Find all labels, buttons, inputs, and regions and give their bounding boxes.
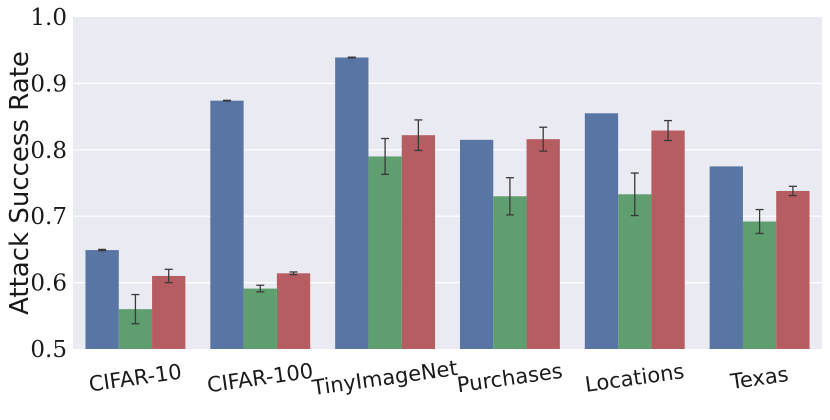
bars	[85, 57, 810, 350]
y-tick-label: 0.7	[30, 204, 67, 230]
x-tick-label: Texas	[728, 362, 790, 394]
x-tick-label: CIFAR-100	[206, 359, 315, 398]
error-bars	[98, 56, 797, 325]
bar	[526, 139, 560, 349]
bar	[85, 250, 119, 349]
bar	[776, 190, 810, 349]
bar	[584, 113, 619, 349]
bar	[335, 57, 369, 350]
y-tick-label: 0.6	[30, 271, 67, 297]
bar	[618, 194, 652, 349]
bar	[210, 100, 244, 349]
y-tick-labels: 0.5 0.6 0.7 0.8 0.9 1.0	[30, 5, 67, 363]
y-tick-label: 0.8	[30, 138, 67, 164]
x-tick-label: Locations	[584, 359, 686, 397]
x-tick-label: TinyImageNet	[310, 356, 459, 400]
bar	[493, 196, 527, 349]
gridlines	[73, 82, 822, 284]
x-tick-label: CIFAR-10	[87, 360, 183, 397]
y-tick-label: 0.9	[30, 71, 67, 97]
plot-background	[73, 17, 822, 349]
bar	[651, 130, 685, 349]
y-axis-label: Attack Success Rate	[5, 51, 35, 315]
y-tick-label: 1.0	[30, 5, 67, 31]
bar	[368, 156, 402, 349]
bar	[276, 273, 311, 349]
bar	[401, 135, 436, 349]
bar	[709, 166, 743, 349]
bar	[152, 275, 186, 349]
bar	[243, 288, 277, 349]
bar	[742, 221, 777, 349]
y-tick-label: 0.5	[30, 337, 67, 363]
bar	[459, 139, 494, 349]
x-tick-label: Purchases	[455, 359, 564, 398]
